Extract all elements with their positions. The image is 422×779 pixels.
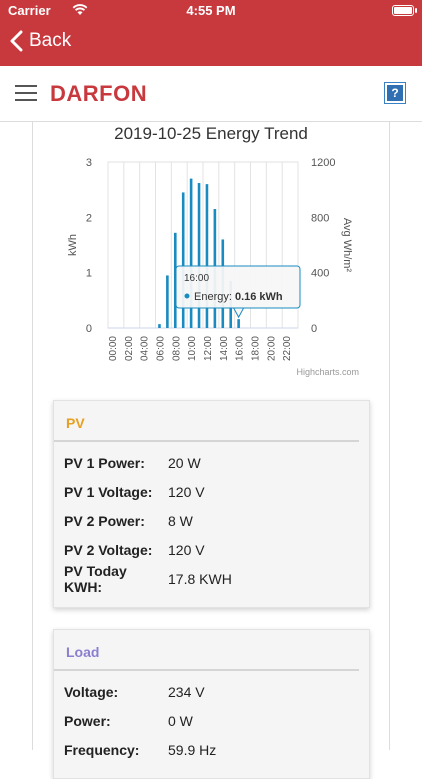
pv-row-value: 20 W [168,454,201,471]
pv-row: PV 1 Power: 20 W [54,448,369,477]
x-tick-label: 10:00 [187,336,198,361]
x-tick-label: 08:00 [171,336,182,361]
pv-row: PV 2 Voltage: 120 V [54,535,369,564]
x-tick-label: 18:00 [250,336,261,361]
pv-row-label: PV Today KWH: [64,562,127,595]
x-tick-label: 02:00 [124,336,135,361]
pv-row: PV 1 Voltage: 120 V [54,477,369,506]
pv-row-value: 17.8 KWH [168,570,232,587]
x-tick-label: 06:00 [155,336,166,361]
y-tick-label: 3 [86,157,92,169]
carrier-label: Carrier [8,3,51,18]
tooltip-box [175,265,301,309]
x-tick-label: 04:00 [140,336,151,361]
y-tick-label: 2 [86,212,92,224]
y2-tick-label: 800 [311,212,329,224]
pv-row-label: PV 1 Voltage: [64,483,153,500]
chart-bar [205,184,209,328]
pv-card: PV PV 1 Power: 20 W PV 1 Voltage: 120 V PV 2… [53,400,370,608]
status-bar: Carrier 4:55 PM [0,0,422,22]
y-axis-title: kWh [67,234,79,256]
highcharts-credits: Highcharts.com [296,367,359,377]
load-card-title: Load [54,630,359,671]
pv-row: PV 2 Power: 8 W [54,506,369,535]
pv-row-label: PV 2 Power: [64,512,145,529]
navigation-bar: Back [0,22,422,66]
pv-row-value: 8 W [168,512,193,529]
tooltip-value: 0.16 kWh [235,291,283,303]
help-icon: ? [387,85,403,101]
pv-row-label: PV 2 Voltage: [64,541,153,558]
chart-bar [166,275,169,328]
clock-time: 4:55 PM [186,3,236,18]
load-row-label: Voltage: [64,683,119,700]
x-tick-label: 14:00 [219,336,230,361]
chart-bar [181,192,185,328]
y2-tick-label: 1200 [311,157,335,169]
back-button[interactable]: Back [10,30,71,52]
chart-title: 2019-10-25 Energy Trend [114,124,308,143]
y-tick-label: 1 [86,268,92,280]
x-tick-label: 12:00 [203,336,214,361]
chart-bar [158,324,161,328]
load-row: Power: 0 W [54,706,369,735]
x-tick-label: 22:00 [282,336,293,361]
tooltip-label: Energy: [194,291,235,303]
pv-row-value: 120 V [168,483,205,500]
menu-icon[interactable] [15,85,37,101]
tooltip-series-dot [184,293,190,299]
load-card: Load Voltage: 234 V Power: 0 W Frequency: 59.… [53,629,370,779]
app-header: DARFON ? [0,66,422,122]
y2-axis-title: Avg Wh/m² [341,218,353,273]
chevron-left-icon [10,30,23,52]
x-tick-label: 16:00 [235,336,246,361]
back-label: Back [29,30,72,51]
load-row-label: Power: [64,712,111,729]
chart-bar [173,232,177,328]
tooltip-header: 16:00 [184,273,209,284]
help-button[interactable]: ? [384,82,406,104]
pv-row-label: PV 1 Power: [64,454,145,471]
battery-icon [392,5,417,16]
chart-bar [237,319,240,328]
y2-tick-label: 0 [311,323,317,335]
x-tick-label: 00:00 [108,336,119,361]
logo-text: DARFON [50,81,148,106]
chart-bar [189,178,193,328]
chart-bar [197,183,201,328]
x-tick-label: 20:00 [266,336,277,361]
load-row-value: 234 V [168,683,205,700]
wifi-icon [72,4,88,15]
pv-card-title: PV [54,401,359,442]
pv-row-value: 120 V [168,541,205,558]
load-row: Voltage: 234 V [54,677,369,706]
pv-row: PV Today KWH: 17.8 KWH [54,562,369,595]
y-tick-label: 0 [86,323,92,335]
load-row-value: 0 W [168,712,193,729]
darfon-logo: DARFON [50,80,147,108]
tooltip-line: Energy: 0.16 kWh [194,291,283,303]
y2-tick-label: 400 [311,268,329,280]
energy-trend-chart: 0 1 2 3 0 400 800 1200 kWh Avg Wh/m² 00:00 02:00 04:… [67,157,359,377]
